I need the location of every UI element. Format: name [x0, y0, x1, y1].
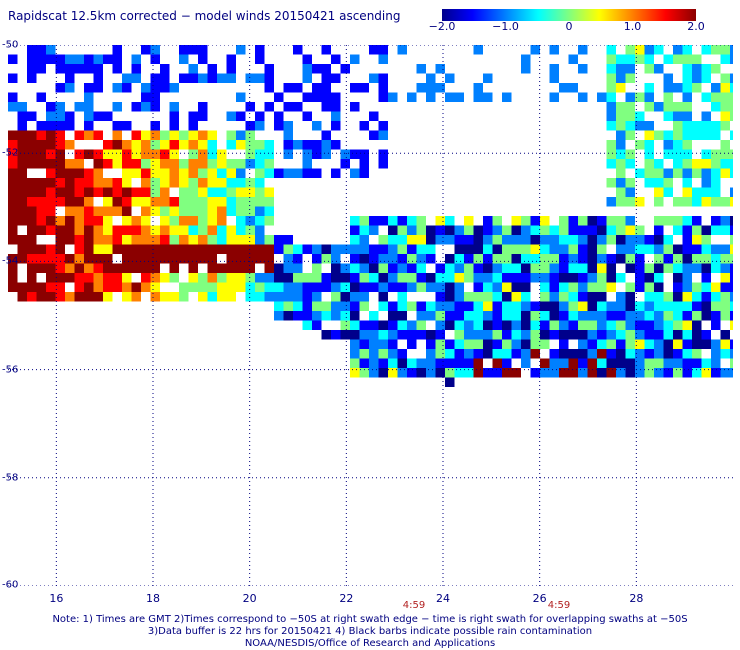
longitude-tick-label: 16 [49, 592, 64, 605]
chart-title: Rapidscat 12.5km corrected − model winds… [8, 9, 401, 23]
note-line-3: NOAA/NESDIS/Office of Research and Appli… [244, 638, 496, 649]
swath-time-label: 4:59 [547, 600, 571, 611]
colorbar-tick-label: 1.0 [623, 20, 642, 33]
latitude-tick-label: -58 [2, 472, 19, 484]
map-svg [8, 45, 733, 586]
wind-difference-cells [8, 45, 733, 387]
map-plot [8, 45, 733, 586]
latitude-tick-label: -50 [2, 39, 19, 51]
latitude-tick-label: -60 [2, 579, 19, 591]
longitude-tick-label: 20 [242, 592, 257, 605]
note-line-1: Note: 1) Times are GMT 2)Times correspon… [52, 614, 688, 625]
latitude-tick-label: -52 [2, 147, 19, 159]
colorbar-tick-label: −1.0 [492, 20, 519, 33]
longitude-tick-label: 26 [532, 592, 547, 605]
graticule [8, 45, 733, 586]
colorbar-tick-label: −2.0 [428, 20, 456, 33]
swath-time-label: 4:59 [402, 600, 426, 611]
note-line-2: 3)Data buffer is 22 hrs for 20150421 4) … [147, 626, 593, 637]
longitude-tick-label: 18 [146, 592, 160, 605]
footnotes: Note: 1) Times are GMT 2)Times correspon… [0, 614, 740, 650]
colorbar-tick-label: 2.0 [687, 20, 705, 33]
colorbar-tick-label: 0 [565, 20, 573, 33]
latitude-tick-label: -56 [2, 364, 19, 376]
longitude-tick-label: 22 [339, 592, 354, 605]
latitude-tick-label: -54 [2, 255, 19, 267]
colorbar [442, 9, 696, 21]
longitude-tick-label: 24 [436, 592, 450, 605]
longitude-tick-label: 28 [629, 592, 644, 605]
